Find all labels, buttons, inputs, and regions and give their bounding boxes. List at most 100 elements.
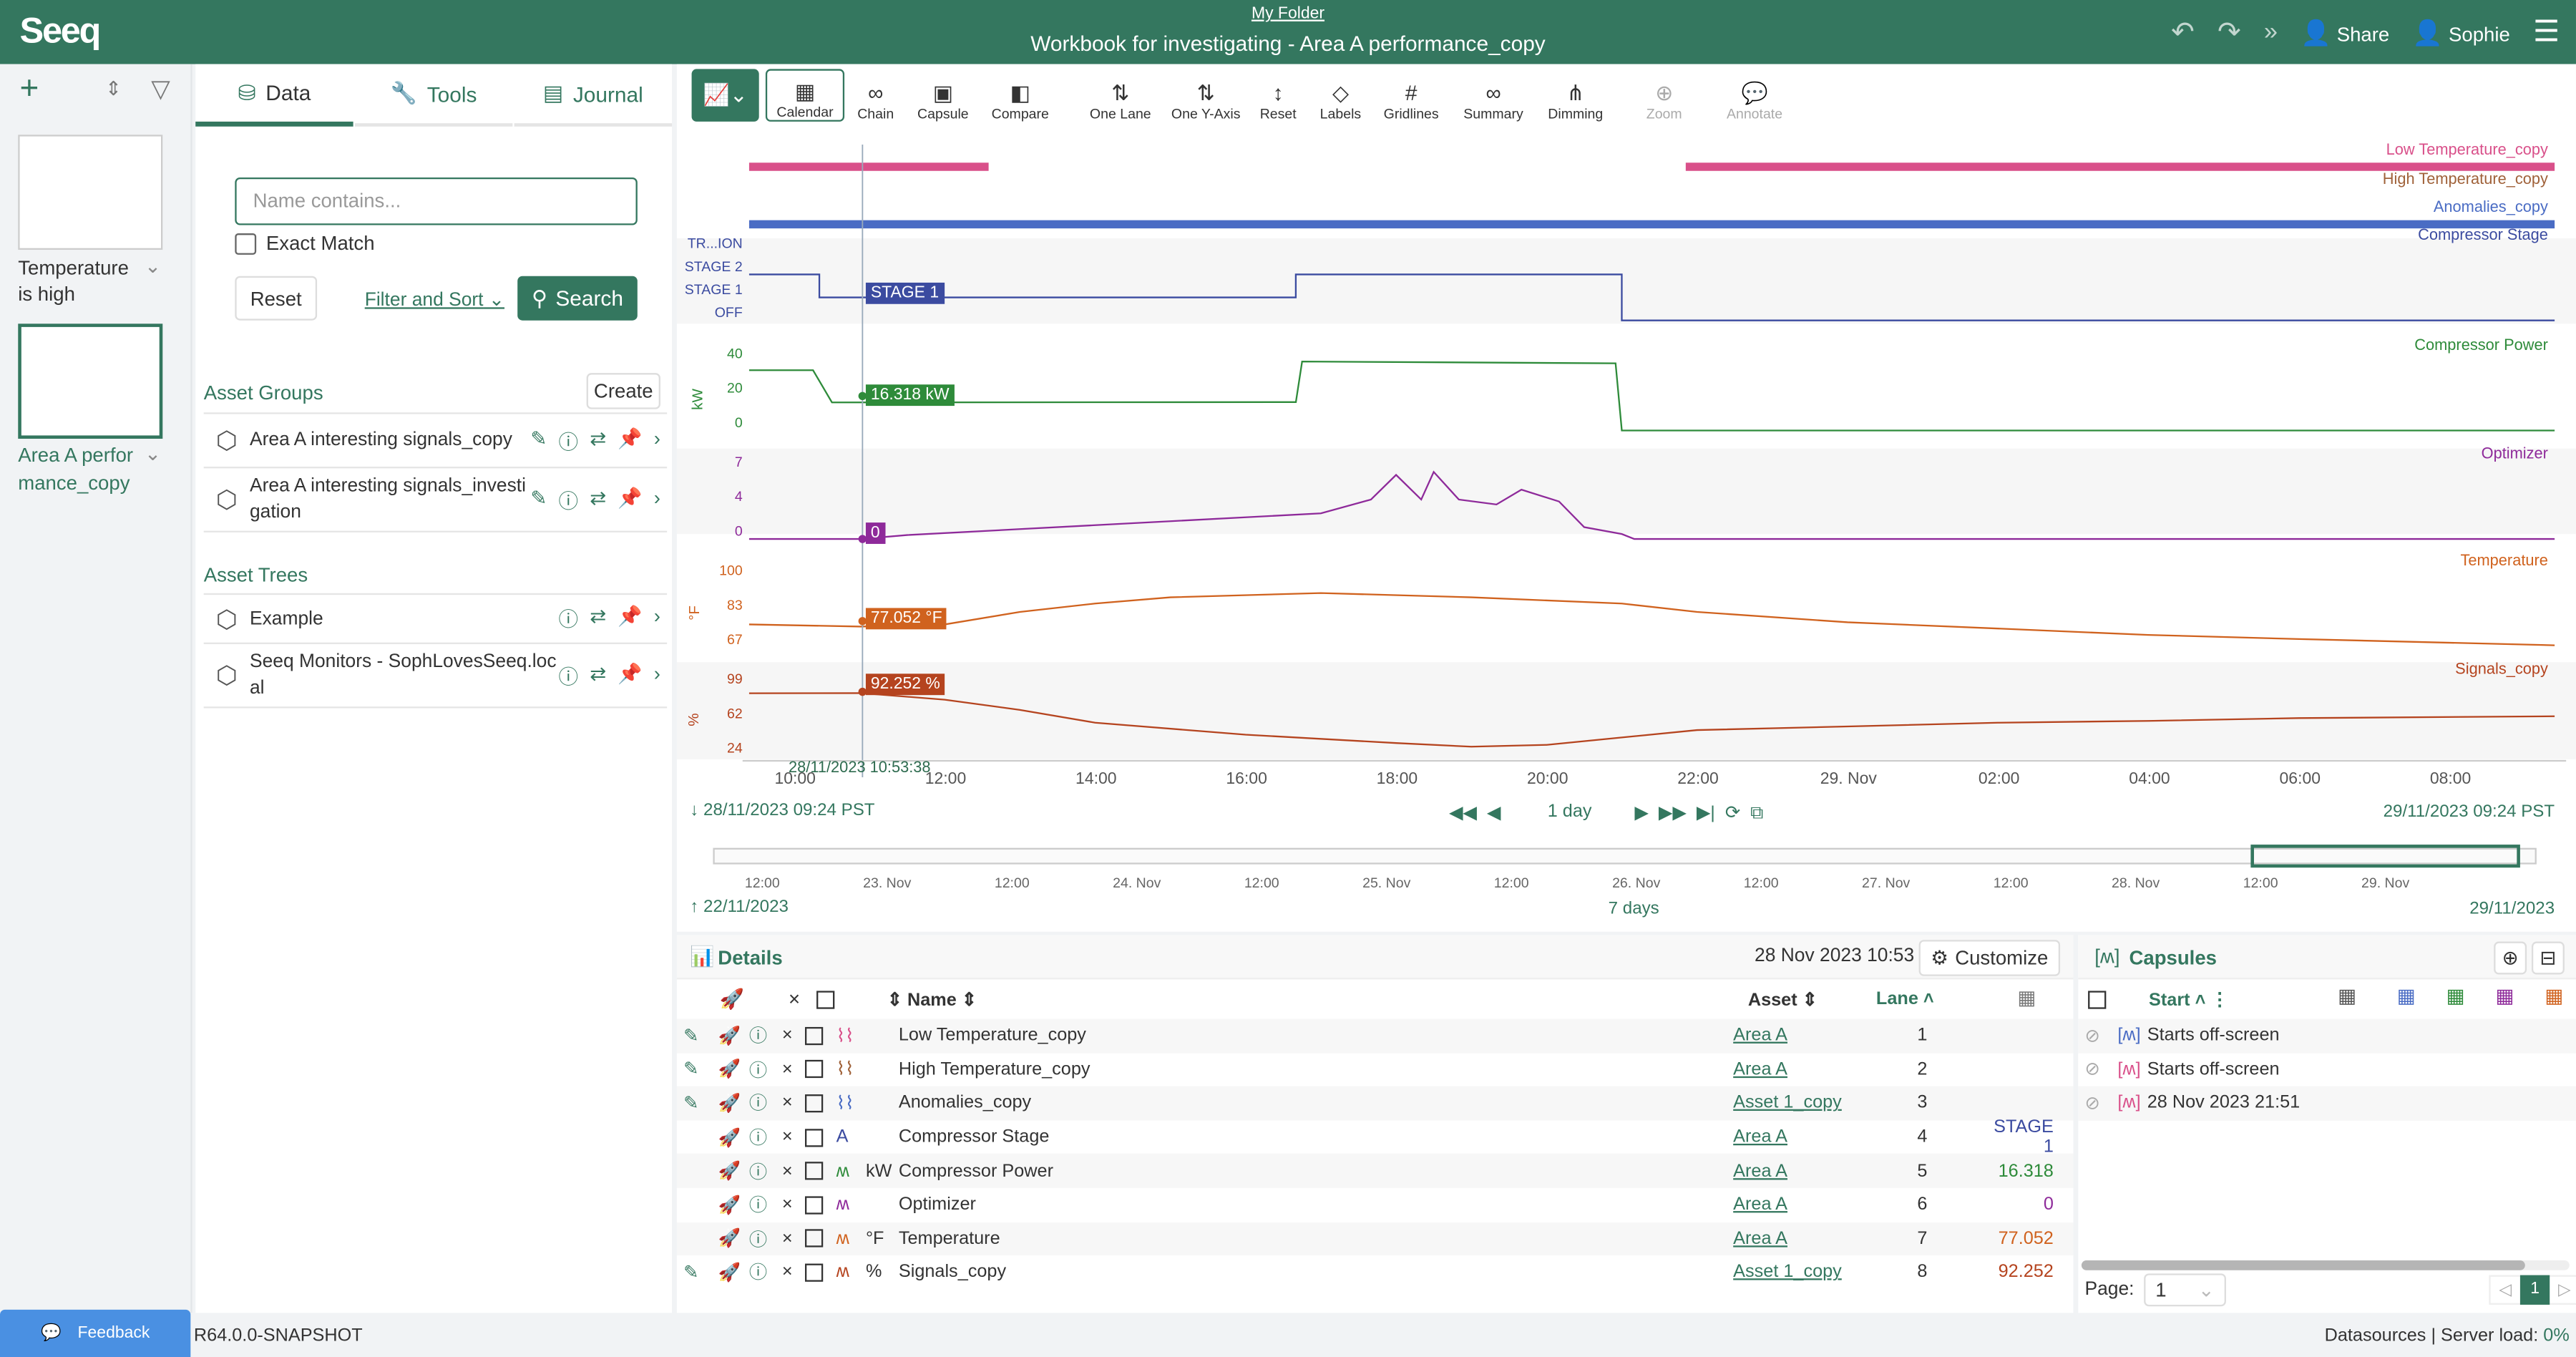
remove-icon[interactable]: × (781, 1093, 793, 1114)
row-checkbox[interactable] (804, 1060, 824, 1079)
edit-icon[interactable]: ✎ (683, 1060, 699, 1081)
remove-icon[interactable]: × (781, 1026, 793, 1046)
toolbar-one-y-axis-button[interactable]: ⇅ One Y-Axis (1171, 80, 1241, 122)
redo-icon[interactable]: ↷ (2217, 15, 2241, 47)
edit-icon[interactable]: ✎ (683, 1026, 699, 1047)
page-select[interactable]: 1 ⌄ (2144, 1273, 2226, 1307)
tab-data[interactable]: ⛁ Data (195, 64, 353, 127)
undo-icon[interactable]: ↶ (2171, 15, 2195, 47)
column-header-name[interactable]: ⇕ Name ⇕ (887, 991, 977, 1011)
info-icon[interactable]: ⓘ (748, 1197, 768, 1217)
sort-icon[interactable]: ⇕ (104, 77, 122, 101)
overview-duration[interactable]: 7 days (1608, 898, 1659, 919)
rocket-icon[interactable]: 🚀 (718, 1162, 741, 1182)
chevron-right-icon[interactable]: › (653, 426, 660, 449)
toolbar-compare-button[interactable]: ◧ Compare (991, 80, 1049, 122)
chevron-right-icon[interactable]: › (653, 485, 660, 509)
rocket-icon[interactable]: 🚀 (718, 1263, 741, 1284)
row-checkbox[interactable] (804, 1230, 824, 1248)
asset-link[interactable]: Area A (1733, 1127, 1788, 1147)
row-checkbox[interactable] (804, 1128, 824, 1147)
asset-link[interactable]: Area A (1733, 1059, 1788, 1080)
info-icon[interactable]: ⓘ (748, 1027, 768, 1048)
collapse-button[interactable]: ⊟ (2531, 941, 2565, 975)
create-button[interactable]: Create (586, 373, 660, 409)
refresh-icon[interactable]: ⟳ (1724, 803, 1741, 824)
row-checkbox[interactable] (804, 1263, 824, 1282)
capsule-row[interactable]: ⊘ [ʍ] Starts off-screen (2078, 1018, 2576, 1053)
customize-button[interactable]: ⚙ Customize (1918, 940, 2061, 976)
column-header-start[interactable]: Start ˄ ⋮ (2149, 991, 2229, 1011)
add-column-icon[interactable]: ▦ (2338, 984, 2357, 1008)
chevron-right-icon[interactable]: › (653, 604, 660, 628)
search-input[interactable]: Name contains... (235, 177, 638, 225)
swap-icon[interactable]: ⇄ (590, 485, 607, 509)
pin-icon[interactable]: 📌 (618, 661, 643, 685)
edit-icon[interactable]: ✎ (683, 1263, 699, 1284)
chevron-down-icon[interactable]: ⌄ (145, 254, 162, 278)
asset-group-item[interactable]: ⬡ Area A interesting signals_copy ✎ ⓘ ⇄ 📌 › (203, 412, 668, 467)
toolbar-dimming-button[interactable]: ⋔ Dimming (1548, 80, 1604, 122)
details-row[interactable]: ✎ 🚀 ⓘ × ⌇⌇ Anomalies_copy Asset 1_copy 3 (676, 1086, 2074, 1121)
edit-icon[interactable]: ✎ (530, 485, 547, 509)
toolbar-zoom-button[interactable]: ⊕ Zoom (1646, 80, 1682, 122)
filter-icon[interactable]: ▽ (151, 75, 170, 104)
exact-match-checkbox[interactable]: Exact Match (235, 232, 375, 255)
details-row[interactable]: 🚀 ⓘ × ʍ °F Temperature Area A 7 77.052 (676, 1222, 2074, 1256)
rocket-icon[interactable]: 🚀 (719, 987, 744, 1011)
edit-icon[interactable]: ✎ (683, 1094, 699, 1114)
info-icon[interactable]: ⓘ (748, 1129, 768, 1149)
info-icon[interactable]: ⓘ (558, 489, 579, 512)
tab-tools[interactable]: 🔧 Tools (354, 64, 513, 127)
exclude-icon[interactable]: ⊘ (2084, 1094, 2100, 1114)
pin-icon[interactable]: 📌 (618, 426, 643, 449)
toolbar-gridlines-button[interactable]: # Gridlines (1383, 80, 1439, 122)
feedback-button[interactable]: 💬 Feedback (0, 1309, 191, 1357)
rocket-icon[interactable]: 🚀 (718, 1230, 741, 1250)
add-worksheet-icon[interactable]: + (19, 70, 39, 107)
info-icon[interactable]: ⓘ (558, 608, 579, 631)
toolbar-reset-button[interactable]: ↕ Reset (1259, 80, 1297, 122)
add-column-orange-icon[interactable]: ▦ (2545, 984, 2564, 1008)
rocket-icon[interactable]: 🚀 (718, 1026, 741, 1047)
overview-bar[interactable] (713, 847, 2537, 865)
info-icon[interactable]: ⓘ (558, 664, 579, 688)
search-button[interactable]: ⚲ Search (517, 276, 638, 321)
skip-end-icon[interactable]: ▶| (1696, 803, 1715, 824)
remove-icon[interactable]: × (781, 1127, 793, 1147)
add-column-blue-icon[interactable]: ▦ (2396, 984, 2416, 1008)
edit-icon[interactable]: ✎ (530, 426, 547, 449)
display-start-time[interactable]: ↓ 28/11/2023 09:24 PST (690, 800, 875, 820)
folder-breadcrumb[interactable]: My Folder (1251, 4, 1324, 24)
info-icon[interactable]: ⓘ (558, 429, 579, 453)
add-column-purple-icon[interactable]: ▦ (2495, 984, 2514, 1008)
zoom-capsule-button[interactable]: ⊕ (2494, 941, 2527, 975)
reset-button[interactable]: Reset (235, 276, 318, 321)
horizontal-scrollbar[interactable] (2081, 1260, 2570, 1270)
asset-link[interactable]: Asset 1_copy (1733, 1093, 1842, 1114)
details-row[interactable]: ✎ 🚀 ⓘ × ⌇⌇ High Temperature_copy Area A … (676, 1052, 2074, 1087)
info-icon[interactable]: ⓘ (748, 1095, 768, 1115)
info-icon[interactable]: ⓘ (748, 1061, 768, 1081)
row-checkbox[interactable] (804, 1162, 824, 1180)
rocket-icon[interactable]: 🚀 (718, 1195, 741, 1216)
swap-range-icon[interactable]: ⧉ (1750, 803, 1764, 824)
worksheet-thumbnail[interactable] (18, 135, 163, 250)
asset-link[interactable]: Area A (1733, 1026, 1788, 1046)
page-1-button[interactable]: 1 (2519, 1275, 2550, 1305)
seeq-logo[interactable]: Seeq (19, 9, 102, 52)
details-row[interactable]: ✎ 🚀 ⓘ × ⌇⌇ Low Temperature_copy Area A 1 (676, 1018, 2074, 1053)
toolbar-chain-button[interactable]: ∞ Chain (857, 80, 894, 122)
details-row[interactable]: 🚀 ⓘ × ʍ Optimizer Area A 6 0 (676, 1187, 2074, 1222)
add-column-green-icon[interactable]: ▦ (2446, 984, 2465, 1008)
asset-tree-item[interactable]: ⬡ Seeq Monitors - SophLovesSeeq.local ⓘ ⇄ 📌 › (203, 642, 668, 709)
exclude-icon[interactable]: ⊘ (2084, 1026, 2100, 1047)
remove-icon[interactable]: × (781, 1195, 793, 1215)
row-checkbox[interactable] (804, 1094, 824, 1113)
trend-chart[interactable] (676, 128, 2576, 932)
next-page-icon[interactable]: ▷ (2558, 1280, 2571, 1299)
details-row[interactable]: 🚀 ⓘ × A Compressor Stage Area A 4 STAGE … (676, 1117, 2074, 1157)
datasources-link[interactable]: Datasources (2324, 1326, 2426, 1346)
view-selector-button[interactable]: 📈⌄ (691, 69, 759, 122)
rocket-icon[interactable]: 🚀 (718, 1060, 741, 1081)
